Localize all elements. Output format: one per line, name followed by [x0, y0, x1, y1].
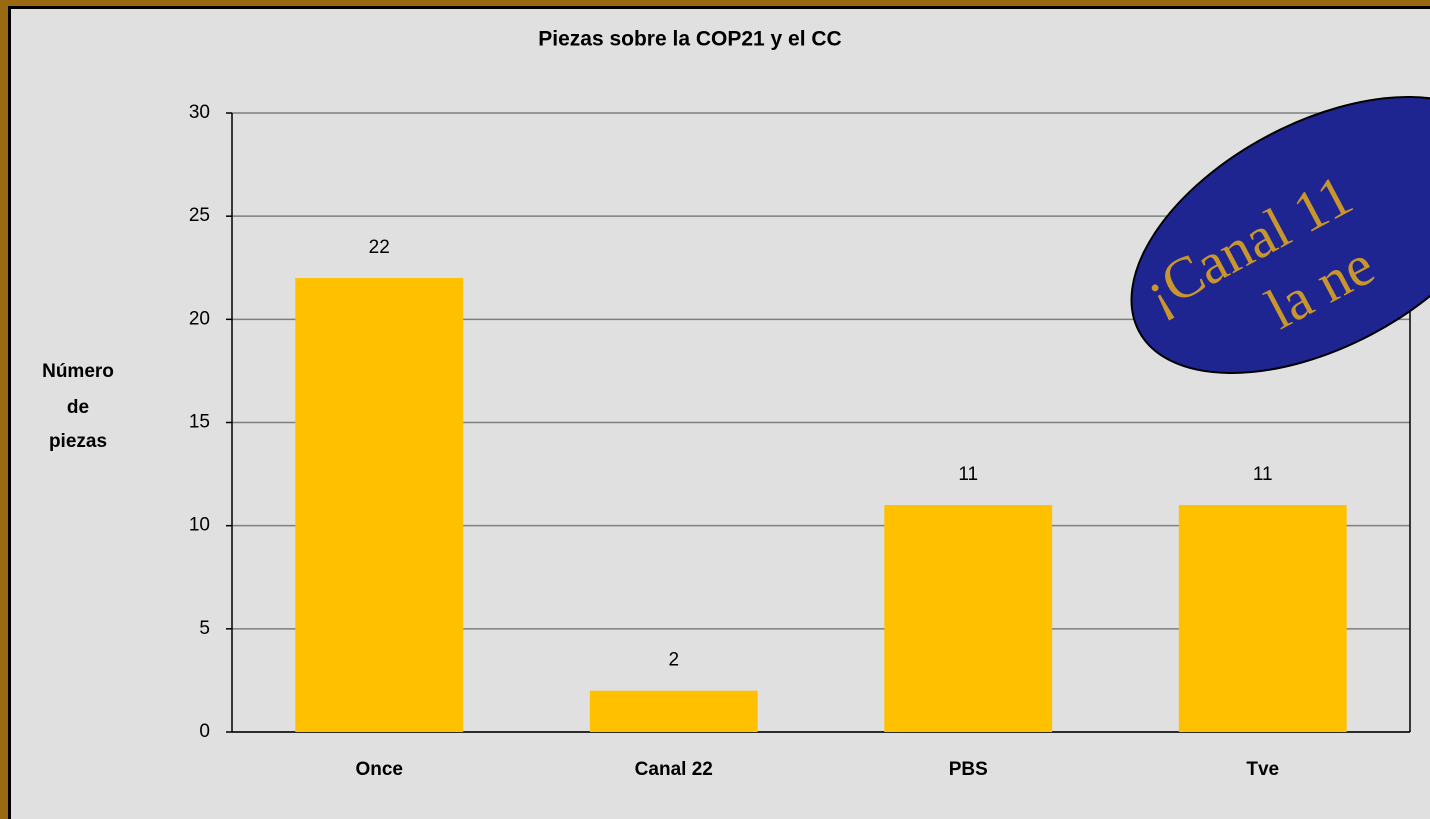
- y-tick-label: 20: [189, 308, 210, 329]
- y-axis-label: de: [67, 397, 89, 418]
- annotation-ellipse: [1130, 96, 1430, 374]
- y-tick-label: 25: [189, 205, 210, 226]
- chart-title: Piezas sobre la COP21 y el CC: [538, 28, 841, 51]
- y-tick-label: 30: [189, 102, 210, 123]
- y-axis-label: Número: [42, 361, 114, 382]
- y-tick-label: 15: [189, 412, 210, 433]
- y-tick-label: 0: [199, 721, 210, 742]
- data-label: 22: [369, 237, 390, 258]
- x-tick-label: Canal 22: [635, 759, 713, 780]
- y-tick-label: 5: [199, 618, 210, 639]
- bar: [884, 505, 1053, 732]
- data-label: 11: [1253, 464, 1273, 485]
- x-tick-label: Once: [355, 759, 403, 780]
- bar: [589, 690, 758, 732]
- x-tick-label: Tve: [1246, 759, 1279, 780]
- x-tick-label: PBS: [949, 759, 988, 780]
- y-tick-label: 10: [189, 515, 210, 536]
- bar: [295, 278, 464, 732]
- data-label: 11: [958, 464, 978, 485]
- y-axis-label: piezas: [49, 431, 107, 452]
- plot: 0 5 10 15 20 25 30 Once 22 Canal 22 2 PBS 11 Tve 11: [189, 102, 1411, 780]
- bar: [1178, 505, 1347, 732]
- data-label: 2: [668, 650, 679, 671]
